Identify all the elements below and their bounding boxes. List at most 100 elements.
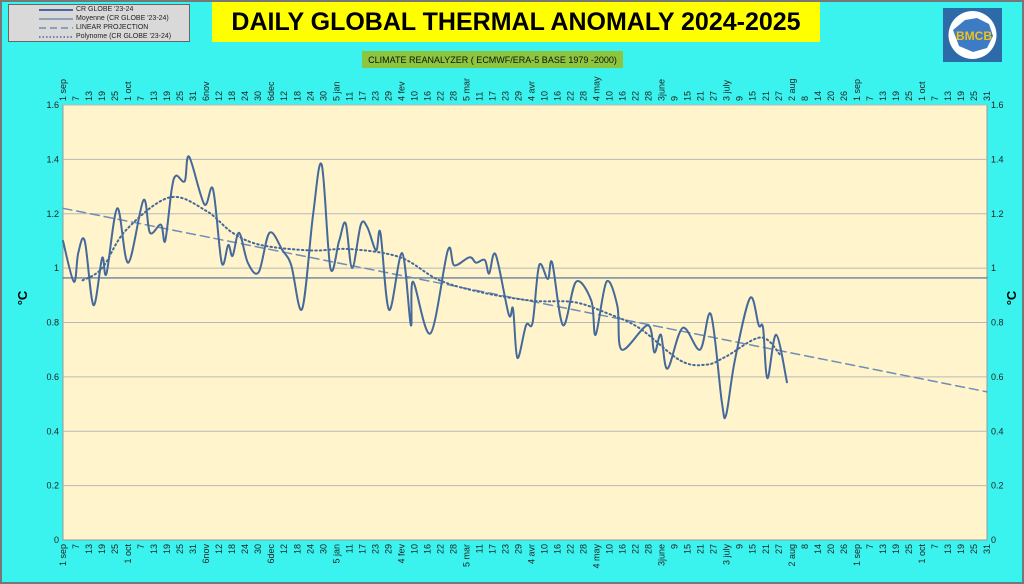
x-tick-label-bottom: 16: [422, 544, 432, 554]
x-tick-label-bottom: 7: [71, 544, 81, 549]
series-line-solid: [62, 155, 788, 420]
legend-item: LINEAR PROJECTION: [39, 23, 148, 32]
x-tick-label-top: 16: [553, 91, 563, 101]
x-tick-label-top: 21: [761, 91, 771, 101]
x-tick-label-bottom: 12: [214, 544, 224, 554]
x-tick-label-bottom: 10: [605, 544, 615, 554]
x-tick-label-top: 27: [774, 91, 784, 101]
x-tick-label-top: 13: [878, 91, 888, 101]
x-tick-label-top: 19: [891, 91, 901, 101]
x-tick-label-top: 13: [943, 91, 953, 101]
bmcb-logo: BMCB: [943, 8, 1002, 62]
x-tick-label-bottom: 17: [487, 544, 497, 554]
x-tick-label-bottom: 28: [644, 544, 654, 554]
legend-swatch-dashed: [39, 26, 73, 29]
x-tick-label-bottom: 28: [448, 544, 458, 554]
logo-icon: BMCB: [948, 11, 997, 59]
chart-title: DAILY GLOBAL THERMAL ANOMALY 2024-2025: [212, 2, 820, 42]
x-tick-label-bottom: 28: [579, 544, 589, 554]
x-tick-label-top: 9: [670, 96, 680, 101]
x-tick-label-top: 17: [357, 91, 367, 101]
x-tick-label-bottom: 24: [240, 544, 250, 554]
x-tick-label-top: 29: [383, 91, 393, 101]
x-tick-label-top: 31: [982, 91, 992, 101]
x-tick-label-top: 19: [956, 91, 966, 101]
y-axis-label-left: °C: [15, 290, 30, 305]
x-tick-label-bottom: 29: [383, 544, 393, 554]
x-tick-label-bottom: 25: [175, 544, 185, 554]
x-tick-label-top: 18: [292, 91, 302, 101]
x-tick-label-top: 7: [865, 96, 875, 101]
x-tick-label-top: 30: [253, 91, 263, 101]
x-tick-label-top: 15: [683, 91, 693, 101]
x-tick-label-bottom: 5 jan: [331, 544, 341, 564]
x-tick-label-top: 25: [175, 91, 185, 101]
y-tick-label-right: 0.6: [991, 372, 1004, 382]
y-tick-label-left: 1.2: [46, 209, 59, 219]
y-tick-label-left: 1.4: [46, 154, 59, 164]
x-tick-label-top: 6dec: [266, 81, 276, 101]
x-tick-label-top: 6nov: [201, 81, 211, 101]
x-tick-label-top: 4 avr: [527, 81, 537, 101]
y-axis-label-right: °C: [1004, 290, 1019, 305]
x-tick-label-bottom: 3 july: [722, 544, 732, 566]
x-tick-label-top: 21: [696, 91, 706, 101]
y-tick-label-left: 0.6: [46, 372, 59, 382]
x-tick-label-bottom: 15: [748, 544, 758, 554]
x-tick-label-bottom: 19: [891, 544, 901, 554]
x-tick-label-top: 22: [566, 91, 576, 101]
x-tick-label-bottom: 30: [318, 544, 328, 554]
x-tick-label-bottom: 15: [683, 544, 693, 554]
x-tick-label-top: 23: [500, 91, 510, 101]
x-tick-label-top: 29: [513, 91, 523, 101]
x-tick-label-top: 11: [344, 92, 354, 101]
x-tick-label-bottom: 10: [540, 544, 550, 554]
x-tick-label-top: 20: [826, 91, 836, 101]
y-tick-label-right: 1: [991, 263, 996, 273]
x-tick-label-top: 26: [839, 91, 849, 101]
legend-swatch-dotted: [39, 35, 73, 38]
legend-swatch-solid: [39, 8, 73, 11]
x-tick-label-bottom: 27: [774, 544, 784, 554]
x-tick-label-top: 16: [618, 91, 628, 101]
legend-item: CR GLOBE '23-24: [39, 5, 133, 14]
series-line-dashed: [62, 207, 988, 393]
x-tick-label-bottom: 4 avr: [527, 544, 537, 564]
x-tick-label-top: 22: [435, 91, 445, 101]
x-tick-label-bottom: 9: [670, 544, 680, 549]
x-tick-label-bottom: 17: [357, 544, 367, 554]
x-tick-label-top: 13: [149, 91, 159, 101]
x-tick-label-bottom: 1 sep: [852, 544, 862, 566]
x-tick-label-bottom: 21: [696, 544, 706, 554]
y-tick-label-right: 1.4: [991, 154, 1004, 164]
x-tick-label-bottom: 25: [904, 544, 914, 554]
x-tick-label-bottom: 6nov: [201, 544, 211, 564]
x-tick-label-bottom: 11: [344, 544, 354, 553]
x-tick-label-top: 8: [800, 96, 810, 101]
x-tick-label-bottom: 23: [370, 544, 380, 554]
y-tick-label-left: 0.8: [46, 318, 59, 328]
x-tick-label-top: 1 oct: [123, 81, 133, 101]
x-tick-label-bottom: 2 aug: [787, 544, 797, 567]
x-tick-label-top: 1 sep: [58, 79, 68, 101]
x-tick-label-bottom: 29: [513, 544, 523, 554]
x-tick-label-top: 13: [84, 91, 94, 101]
x-tick-label-bottom: 22: [435, 544, 445, 554]
x-tick-label-bottom: 13: [84, 544, 94, 554]
x-tick-label-bottom: 24: [305, 544, 315, 554]
x-tick-label-top: 12: [279, 91, 289, 101]
x-tick-label-top: 16: [422, 91, 432, 101]
x-tick-label-bottom: 7: [865, 544, 875, 549]
x-tick-label-top: 18: [227, 91, 237, 101]
x-tick-label-bottom: 1 sep: [58, 544, 68, 566]
x-tick-label-bottom: 8: [800, 544, 810, 549]
x-tick-label-top: 27: [709, 91, 719, 101]
x-tick-label-top: 31: [188, 91, 198, 101]
legend-label: CR GLOBE '23-24: [76, 6, 134, 13]
x-tick-label-top: 10: [409, 91, 419, 101]
x-tick-label-bottom: 3june: [657, 544, 667, 566]
x-tick-label-bottom: 5 mar: [461, 544, 471, 567]
x-tick-label-top: 7: [930, 96, 940, 101]
